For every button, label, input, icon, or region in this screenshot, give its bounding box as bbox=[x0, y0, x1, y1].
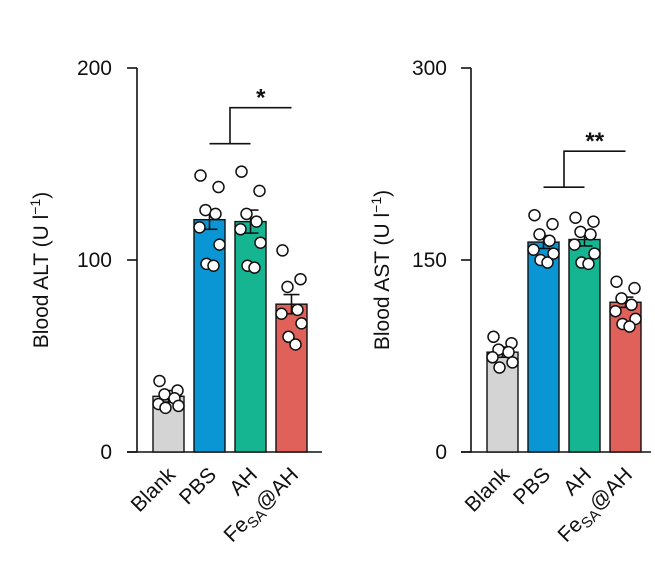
data-point bbox=[582, 257, 595, 271]
data-point bbox=[253, 184, 266, 198]
data-point bbox=[574, 225, 587, 239]
data-point bbox=[281, 280, 294, 294]
significance-bracket bbox=[229, 106, 292, 144]
data-point bbox=[493, 361, 506, 374]
data-point bbox=[213, 238, 226, 251]
data-point bbox=[295, 317, 308, 330]
data-point bbox=[209, 207, 222, 221]
bar-ah bbox=[234, 220, 267, 453]
data-point bbox=[541, 256, 554, 269]
data-point bbox=[275, 307, 288, 321]
data-point bbox=[625, 298, 638, 312]
bar-ah bbox=[568, 238, 601, 453]
data-point bbox=[282, 330, 295, 344]
bar-pbs bbox=[193, 218, 226, 453]
data-point bbox=[289, 338, 302, 351]
significance-bracket bbox=[563, 150, 626, 188]
data-point bbox=[240, 207, 253, 221]
data-point bbox=[234, 223, 247, 236]
y-tick-label: 150 bbox=[412, 249, 447, 272]
data-point bbox=[486, 351, 499, 364]
y-axis-label: Blood ALT (U l−1) bbox=[27, 192, 53, 348]
data-point bbox=[569, 211, 582, 225]
data-point bbox=[543, 234, 556, 248]
data-point bbox=[487, 330, 500, 344]
data-point bbox=[527, 243, 540, 257]
y-tick-label: 0 bbox=[435, 441, 447, 464]
data-point bbox=[235, 165, 248, 178]
data-point bbox=[212, 180, 225, 194]
y-axis-label: Blood AST (U l−1) bbox=[368, 190, 394, 350]
data-point bbox=[193, 221, 206, 234]
data-point bbox=[546, 217, 559, 231]
category-label-pbs: PBS bbox=[509, 463, 555, 509]
data-point bbox=[172, 399, 185, 413]
data-point bbox=[628, 281, 641, 295]
data-point bbox=[588, 247, 601, 260]
significance-label: ** bbox=[585, 128, 604, 155]
significance-label: * bbox=[256, 85, 266, 112]
data-point bbox=[248, 261, 261, 274]
category-label-blank: Blank bbox=[461, 463, 515, 517]
data-point bbox=[502, 345, 515, 359]
data-point bbox=[623, 320, 636, 333]
data-point bbox=[254, 236, 267, 249]
data-point bbox=[159, 401, 172, 415]
data-point bbox=[568, 238, 581, 251]
data-point bbox=[506, 356, 519, 369]
data-point bbox=[291, 303, 304, 317]
data-point bbox=[207, 259, 220, 273]
data-point bbox=[153, 374, 166, 388]
data-point bbox=[615, 292, 628, 305]
y-tick-label: 100 bbox=[77, 249, 112, 272]
data-point bbox=[533, 228, 546, 241]
data-point bbox=[276, 244, 289, 257]
y-tick-label: 300 bbox=[412, 57, 447, 80]
data-point bbox=[610, 275, 623, 289]
category-label-pbs: PBS bbox=[175, 463, 221, 509]
data-point bbox=[528, 208, 541, 222]
y-tick-label: 0 bbox=[100, 441, 112, 464]
data-point bbox=[194, 169, 207, 182]
data-point bbox=[250, 215, 263, 228]
data-point bbox=[584, 228, 597, 241]
bar-pbs bbox=[527, 241, 560, 453]
y-tick-label: 200 bbox=[77, 57, 112, 80]
data-point bbox=[294, 272, 307, 286]
data-point bbox=[587, 215, 600, 228]
data-point bbox=[609, 304, 622, 318]
category-label-blank: Blank bbox=[127, 463, 181, 517]
data-point bbox=[547, 247, 560, 260]
